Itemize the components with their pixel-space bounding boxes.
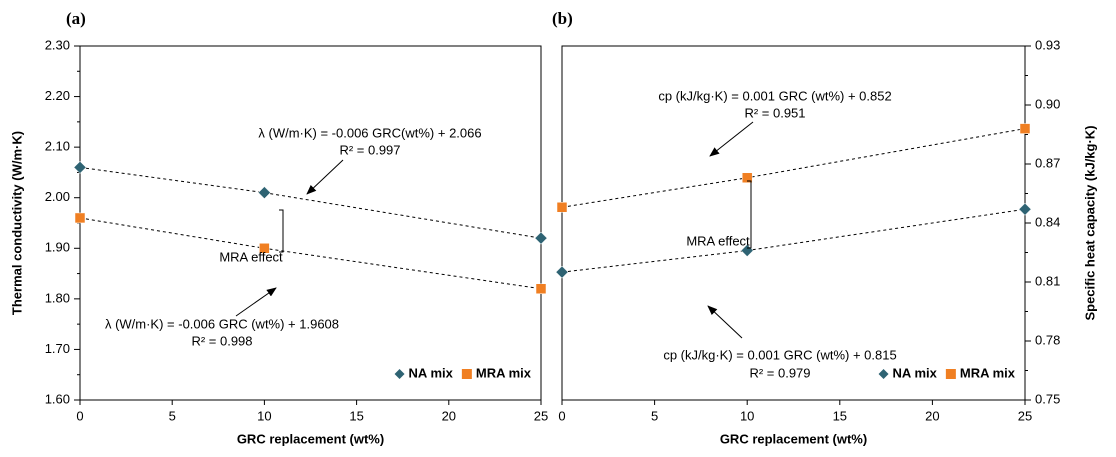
- data-point: [740, 244, 754, 257]
- x-tick-label: 20: [442, 408, 456, 423]
- x-tick-label: 20: [925, 408, 939, 423]
- data-point: [1018, 202, 1032, 216]
- annotation-arrow: [709, 121, 754, 157]
- y-tick-label: 0.78: [1035, 332, 1060, 347]
- trendline: [79, 166, 542, 239]
- x-tick-label: 25: [534, 408, 548, 423]
- x-tick-label: 5: [651, 408, 658, 423]
- trendline: [561, 128, 1026, 208]
- x-tick-label: 10: [257, 408, 271, 423]
- data-point: [73, 161, 87, 174]
- annotation: R² = 0.998: [191, 333, 252, 348]
- x-tick-label: 0: [558, 408, 565, 423]
- y-tick-label: 0.84: [1035, 214, 1060, 229]
- legend-label: NA mix: [893, 365, 938, 380]
- x-axis-title: GRC replacement (wt%): [720, 431, 867, 446]
- data-point: [555, 265, 569, 279]
- y-tick-label: 0.81: [1035, 273, 1060, 288]
- data-point: [1019, 123, 1031, 134]
- data-point: [74, 212, 86, 224]
- annotation: λ (W/m·K) = -0.006 GRC(wt%) + 2.066: [258, 125, 481, 140]
- x-tick-label: 15: [349, 408, 363, 423]
- data-point: [535, 283, 547, 294]
- x-tick-label: 25: [1018, 408, 1032, 423]
- annotation: R² = 0.951: [744, 105, 805, 120]
- legend-label: MRA mix: [476, 365, 532, 380]
- legend-label: NA mix: [409, 365, 454, 380]
- y-tick-label: 0.93: [1035, 37, 1060, 52]
- data-point: [556, 202, 568, 213]
- annotation-arrow: [306, 159, 344, 195]
- legend-marker: [394, 369, 405, 379]
- annotation-arrow: [235, 287, 277, 317]
- data-point: [741, 172, 753, 184]
- trendline: [561, 208, 1026, 273]
- panel-label: (a): [66, 9, 86, 28]
- y-tick-label: 0.75: [1035, 391, 1060, 406]
- plot-frame: [79, 45, 542, 401]
- effect-bracket: [279, 209, 284, 253]
- annotation: MRA effect: [219, 249, 283, 264]
- y-tick-label: 2.30: [45, 37, 70, 52]
- data-point: [258, 186, 271, 200]
- panel-label: (b): [552, 9, 573, 28]
- annotation: λ (W/m·K) = -0.006 GRC (wt%) + 1.9608: [105, 316, 339, 331]
- y-tick-label: 0.87: [1035, 155, 1060, 170]
- y-tick-label: 1.80: [45, 290, 70, 305]
- y-axis-title: Thermal conductivity (W/m·K): [9, 131, 24, 315]
- legend-marker: [945, 369, 956, 379]
- y-tick-label: 2.20: [45, 88, 70, 103]
- legend-label: MRA mix: [960, 365, 1016, 380]
- y-tick-label: 1.90: [45, 240, 70, 255]
- annotation: R² = 0.997: [339, 142, 400, 157]
- x-tick-label: 10: [740, 408, 754, 423]
- data-point: [259, 243, 270, 254]
- trendline: [79, 217, 542, 290]
- y-tick-label: 1.60: [45, 391, 70, 406]
- data-point: [534, 231, 548, 245]
- legend-marker: [461, 369, 472, 379]
- annotation: cp (kJ/kg·K) = 0.001 GRC (wt%) + 0.815: [663, 347, 896, 362]
- y-tick-label: 1.70: [45, 341, 70, 356]
- x-axis-title: GRC replacement (wt%): [237, 431, 384, 446]
- x-tick-label: 5: [169, 408, 176, 423]
- annotation: cp (kJ/kg·K) = 0.001 GRC (wt%) + 0.852: [658, 88, 891, 103]
- annotation-arrow: [707, 305, 743, 339]
- y-tick-label: 2.10: [45, 139, 70, 154]
- y-tick-label: 2.00: [45, 189, 70, 204]
- y-tick-label: 0.90: [1035, 96, 1060, 111]
- annotation: MRA effect: [686, 233, 750, 248]
- x-tick-label: 0: [76, 408, 83, 423]
- annotation: R² = 0.979: [749, 365, 810, 380]
- effect-bracket: [747, 180, 752, 249]
- y-axis-title: Specific heat capacity (kJ/kg·K): [1082, 125, 1097, 320]
- x-tick-label: 15: [833, 408, 847, 423]
- legend-marker: [878, 369, 889, 379]
